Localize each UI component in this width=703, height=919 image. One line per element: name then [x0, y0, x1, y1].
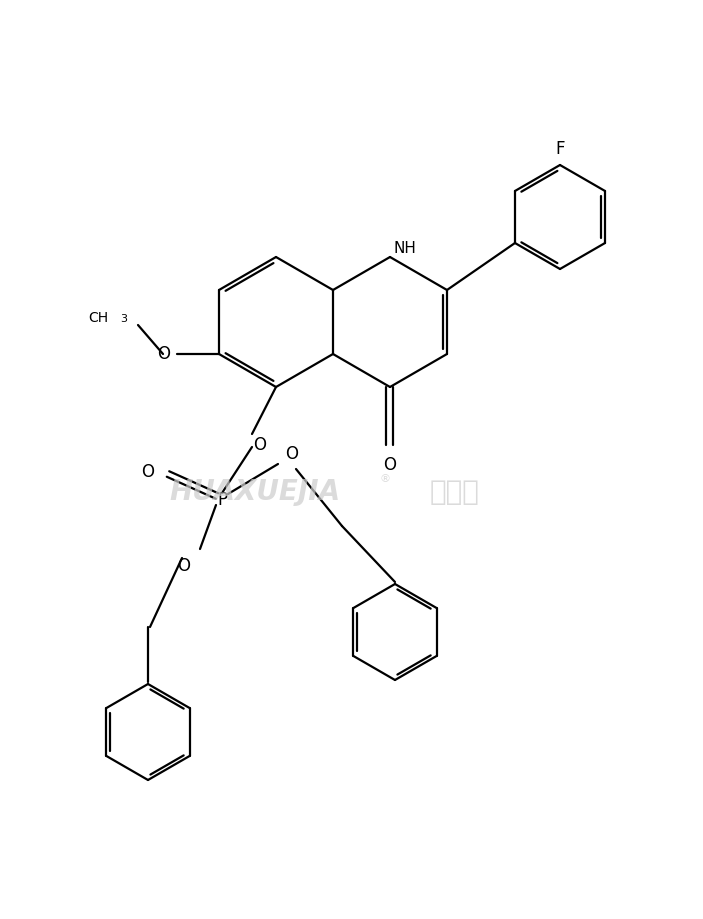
Text: O: O — [141, 462, 154, 481]
Text: F: F — [555, 140, 565, 158]
Text: 3: 3 — [120, 313, 127, 323]
Text: ®: ® — [380, 473, 390, 483]
Text: HUAXUEJIA: HUAXUEJIA — [169, 478, 340, 505]
Text: O: O — [177, 556, 190, 574]
Text: O: O — [253, 436, 266, 453]
Text: 化学加: 化学加 — [430, 478, 480, 505]
Text: O: O — [384, 456, 396, 473]
Text: P: P — [217, 491, 227, 508]
Text: O: O — [285, 445, 298, 462]
Text: NH: NH — [394, 241, 417, 255]
Text: O: O — [157, 345, 170, 363]
Text: CH: CH — [88, 311, 108, 324]
